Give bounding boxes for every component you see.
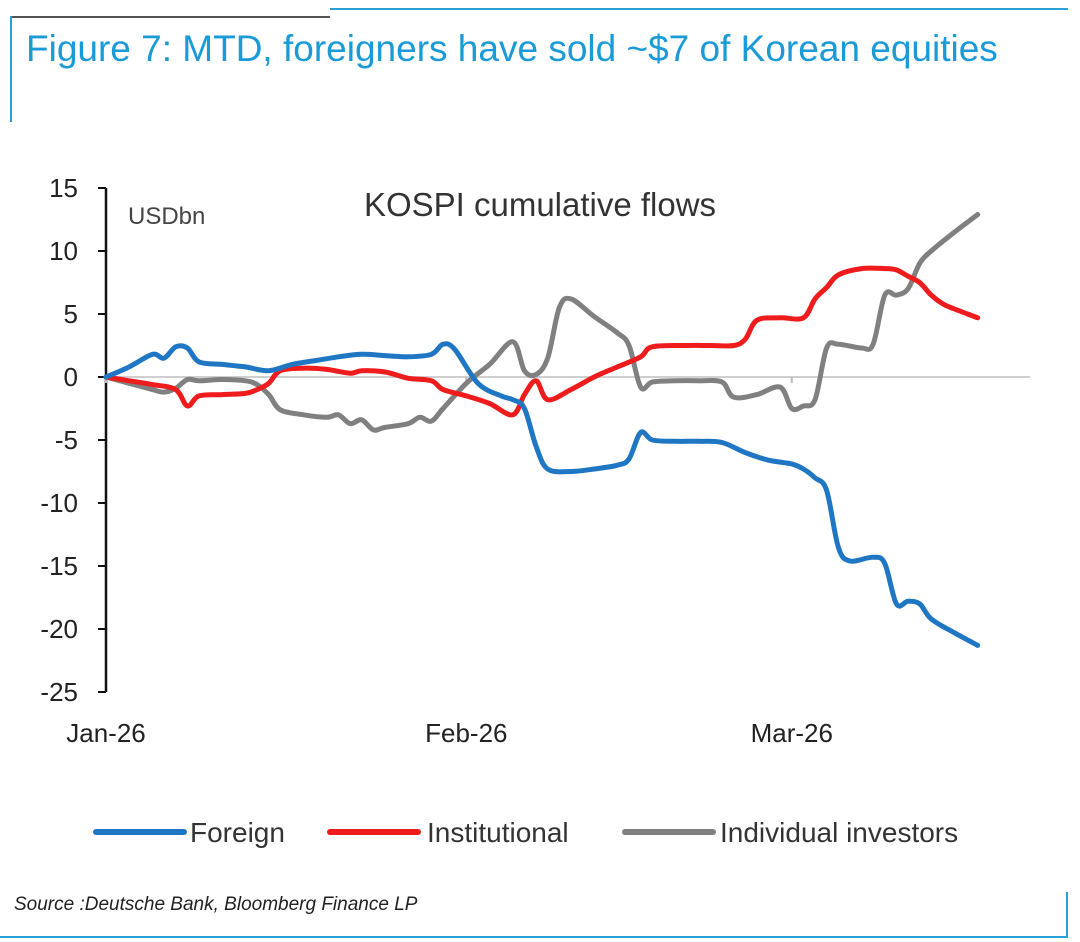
y-unit-label: USDbn	[128, 203, 205, 230]
y-tick-label: -15	[40, 551, 78, 581]
y-tick-label: -5	[55, 425, 78, 455]
y-tick-label: 5	[64, 299, 78, 329]
x-tick-label: Feb-26	[425, 718, 507, 748]
legend-label: Foreign	[190, 817, 285, 848]
y-tick-label: 10	[49, 236, 78, 266]
y-tick-label: 0	[64, 362, 78, 392]
y-tick-label: 15	[49, 173, 78, 203]
series-line-individual-investors	[103, 212, 981, 433]
chart-legend: Foreign Institutional Individual investors	[93, 817, 958, 848]
legend-label: Institutional	[427, 817, 569, 848]
chart-axes: 15 10 5 0 -5 -10 -15 -20 -25 Jan-26 Feb-26 Mar-26	[40, 173, 833, 748]
x-tick-label: Jan-26	[66, 718, 146, 748]
x-tick-label: Mar-26	[751, 718, 833, 748]
source-note: Source :Deutsche Bank, Bloomberg Finance…	[14, 894, 418, 915]
y-tick-label: -20	[40, 614, 78, 644]
legend-label: Individual investors	[720, 817, 958, 848]
frame-bottom-rule	[0, 936, 1068, 938]
y-tick-label: -10	[40, 488, 78, 518]
frame-top-right-rule	[330, 8, 1068, 10]
y-tick-label: -25	[40, 677, 78, 707]
frame-top-left-rule	[10, 16, 330, 18]
frame-right-bottom-rule	[1066, 892, 1068, 938]
figure-title: Figure 7: MTD, foreigners have sold ~$7 …	[26, 28, 998, 69]
chart-series	[103, 212, 981, 648]
series-line-foreign	[103, 341, 981, 648]
chart-title: KOSPI cumulative flows	[364, 186, 716, 223]
series-line-institutional	[103, 265, 981, 418]
frame-left-rule	[10, 16, 12, 122]
